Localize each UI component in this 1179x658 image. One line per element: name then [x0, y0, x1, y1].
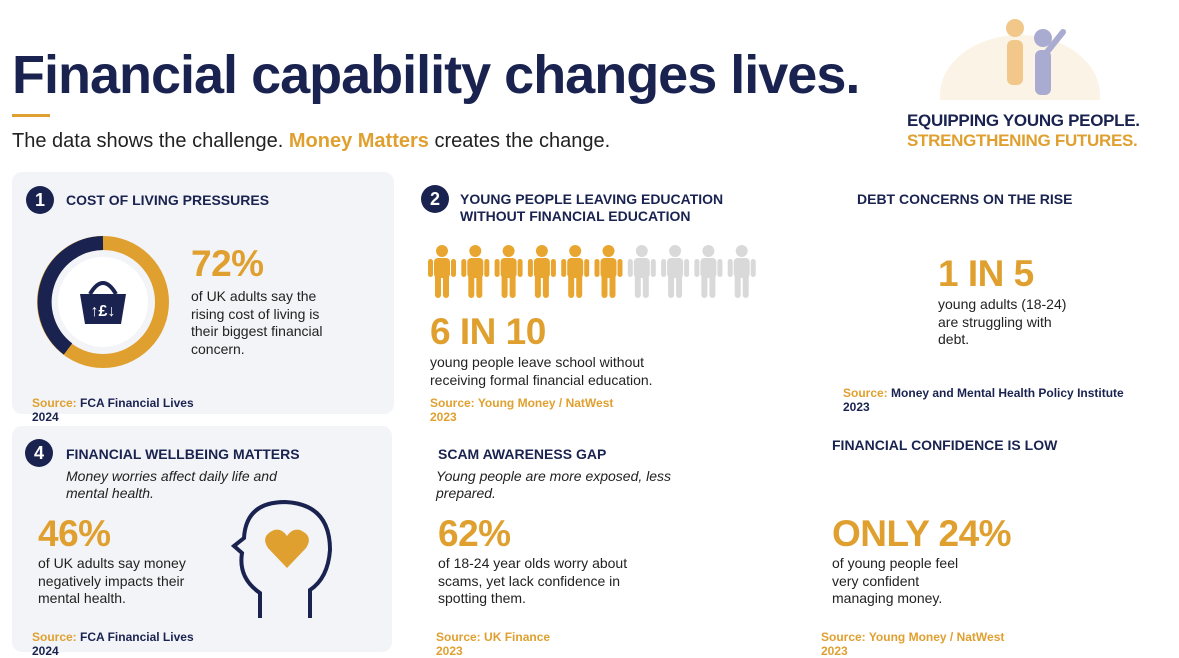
- source-name: Young Money / NatWest: [868, 630, 1005, 644]
- person-icon: [627, 245, 656, 298]
- person-icon: [661, 245, 690, 298]
- source: Source: Young Money / NatWest 2023: [430, 396, 613, 424]
- person-icon: [527, 245, 556, 298]
- source: Source: Young Money / NatWest 2023: [821, 630, 1004, 658]
- card-number: 4: [25, 439, 53, 467]
- svg-text:↑£↓: ↑£↓: [91, 303, 116, 320]
- person-icon: [694, 245, 723, 298]
- person-icon: [727, 245, 756, 298]
- source-name: UK Finance: [484, 630, 551, 644]
- head-icon: [230, 499, 333, 618]
- person-icon: [561, 245, 590, 298]
- description: young people leave school without receiv…: [430, 354, 653, 388]
- person-icon: [461, 245, 490, 298]
- tagline-line: EQUIPPING YOUNG PEOPLE.: [907, 111, 1140, 130]
- stat: 1 IN 5: [938, 253, 1034, 294]
- source-label: Source:: [436, 630, 481, 644]
- card-heading: FINANCIAL CONFIDENCE IS LOW: [832, 437, 1058, 453]
- description: young adults (18-24) are struggling with…: [938, 296, 1067, 347]
- subtitle-text: creates the change.: [434, 130, 611, 152]
- source-year: 2023: [430, 410, 457, 424]
- source-year: 2023: [821, 644, 848, 658]
- people-icons: [428, 245, 756, 298]
- description: of young people feel very confident mana…: [832, 555, 959, 606]
- source-name: Money and Mental Health Policy Institute: [891, 386, 1124, 400]
- underline: [12, 114, 50, 117]
- source-year: 2023: [843, 400, 870, 414]
- subtitle-highlight: Money Matters: [288, 130, 429, 152]
- source-year: 2023: [436, 644, 463, 658]
- subtitle: The data shows the challenge. Money Matt…: [12, 130, 610, 153]
- source-name: FCA Financial Lives: [80, 630, 194, 644]
- source: Source: UK Finance 2023: [436, 630, 550, 658]
- card-number: 1: [26, 186, 54, 214]
- source-name: Young Money / NatWest: [477, 396, 614, 410]
- source-label: Source:: [821, 630, 866, 644]
- person-icon: [428, 245, 456, 298]
- card-number: 2: [421, 185, 449, 213]
- stat: ONLY 24%: [832, 513, 1012, 554]
- source-label: Source:: [843, 386, 888, 400]
- stat: 62%: [438, 513, 511, 554]
- source-year: 2024: [32, 644, 59, 658]
- source-name: FCA Financial Lives: [80, 396, 194, 410]
- source: Source: FCA Financial Lives 2024: [32, 630, 194, 658]
- card-heading: YOUNG PEOPLE LEAVING EDUCATION WITHOUT F…: [460, 191, 724, 224]
- title: Financial capability changes lives.: [12, 45, 860, 105]
- person-icon: [494, 245, 523, 298]
- description: of UK adults say money negatively impact…: [38, 555, 186, 606]
- source-label: Source:: [32, 630, 77, 644]
- source: Source: Money and Mental Health Policy I…: [843, 386, 1124, 414]
- source: Source: FCA Financial Lives 2024: [32, 396, 194, 424]
- card-heading: DEBT CONCERNS ON THE RISE: [857, 191, 1073, 207]
- tagline: EQUIPPING YOUNG PEOPLE. STRENGTHENING FUT…: [907, 111, 1140, 151]
- person-icon: [594, 245, 623, 298]
- subtitle-text: The data shows the challenge.: [12, 130, 284, 152]
- description: of 18-24 year olds worry about scams, ye…: [438, 555, 628, 606]
- card-heading: COST OF LIVING PRESSURES: [66, 192, 270, 208]
- subheading: Young people are more exposed, less prep…: [436, 468, 672, 501]
- stat: 6 IN 10: [430, 311, 546, 352]
- source-label: Source:: [32, 396, 77, 410]
- description: of UK adults say the rising cost of livi…: [191, 288, 323, 357]
- card-heading: SCAM AWARENESS GAP: [438, 446, 607, 462]
- card-heading: FINANCIAL WELLBEING MATTERS: [66, 446, 300, 462]
- donut: ↑£↓: [37, 236, 169, 368]
- stat: 72%: [191, 243, 264, 284]
- stat: 46%: [38, 513, 111, 554]
- logo: [940, 19, 1100, 100]
- source-year: 2024: [32, 410, 59, 424]
- subheading: Money worries affect daily life and ment…: [66, 468, 277, 501]
- source-label: Source:: [430, 396, 475, 410]
- tagline-line: STRENGTHENING FUTURES.: [907, 131, 1138, 150]
